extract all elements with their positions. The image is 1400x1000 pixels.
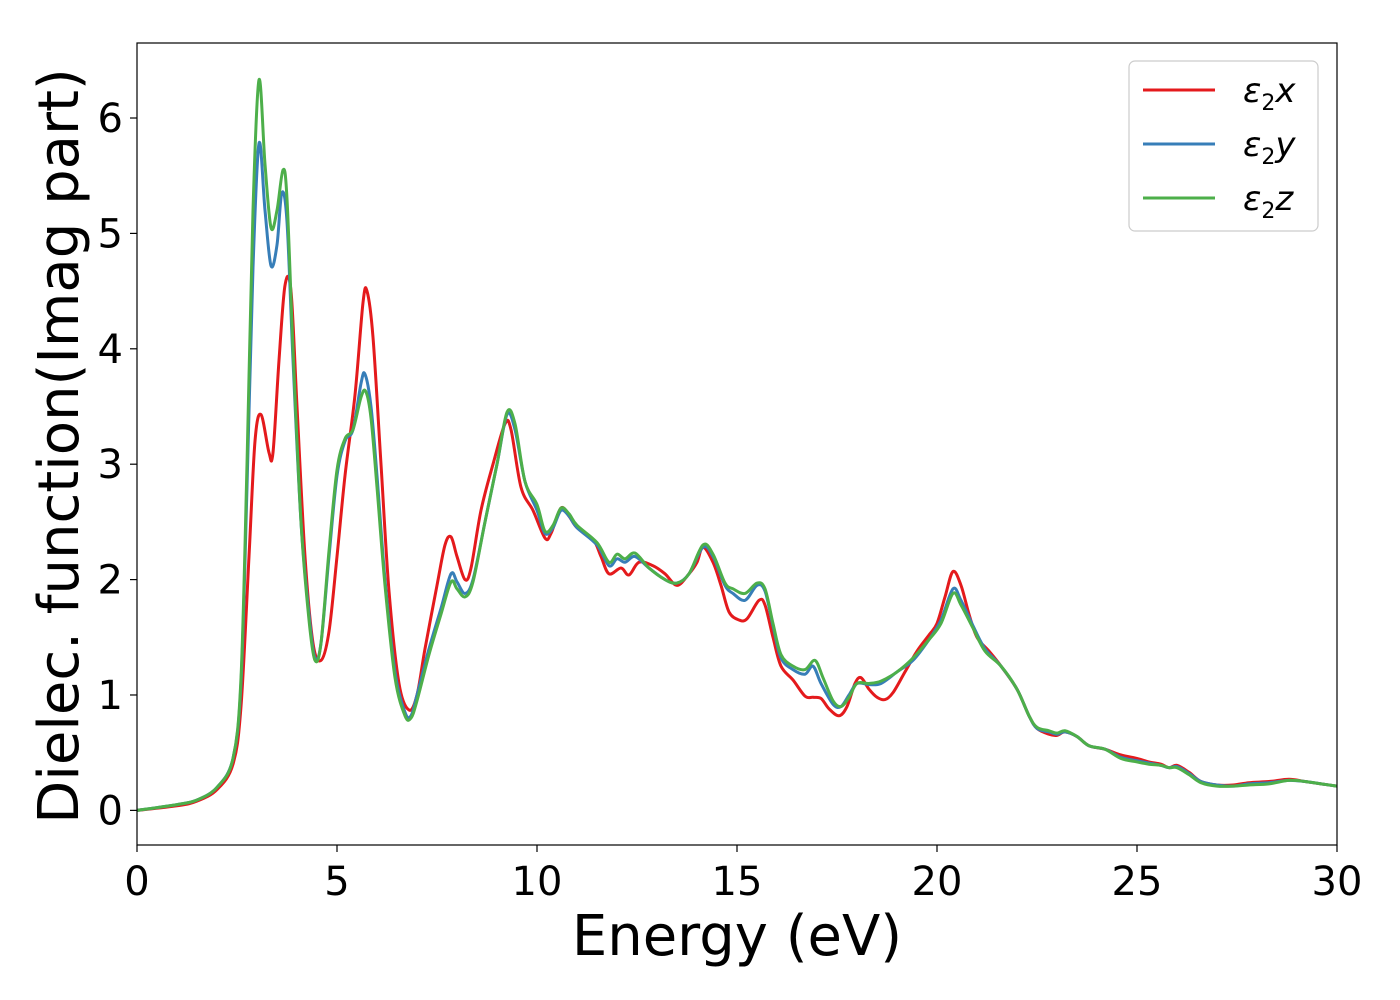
y-tick-label: 5 xyxy=(98,211,123,257)
x-tick-label: 30 xyxy=(1312,859,1363,905)
legend-label-base: ε xyxy=(1243,71,1261,111)
y-axis-title: Dielec. function(Imag part) xyxy=(27,68,92,824)
legend-label-x: ε2x xyxy=(1243,71,1296,116)
legend-label-subscript: 2 xyxy=(1261,91,1275,116)
legend-label-axis: z xyxy=(1274,179,1294,219)
x-axis: 0 5 10 15 20 25 30 xyxy=(124,845,1362,905)
legend-label-base: ε xyxy=(1243,125,1261,165)
legend-label-z: ε2z xyxy=(1243,179,1294,224)
legend-label-subscript: 2 xyxy=(1261,145,1275,170)
series-line-z xyxy=(137,78,1337,812)
legend-label-y: ε2y xyxy=(1243,125,1296,170)
x-tick-label: 15 xyxy=(712,859,763,905)
x-tick-label: 10 xyxy=(512,859,563,905)
legend-label-axis: x xyxy=(1274,71,1296,111)
legend-label-base: ε xyxy=(1243,179,1261,219)
y-tick-label: 1 xyxy=(98,673,123,719)
legend-label-subscript: 2 xyxy=(1261,199,1275,224)
legend-label-axis: y xyxy=(1274,125,1296,165)
y-tick-label: 4 xyxy=(98,327,123,373)
y-tick-label: 6 xyxy=(98,96,123,142)
x-tick-label: 5 xyxy=(324,859,349,905)
x-tick-label: 25 xyxy=(1112,859,1163,905)
y-tick-label: 3 xyxy=(98,442,123,488)
y-tick-label: 2 xyxy=(98,558,123,604)
legend-box xyxy=(1128,60,1319,232)
y-axis: 0 1 2 3 4 5 6 xyxy=(98,96,137,834)
x-axis-title: Energy (eV) xyxy=(572,904,902,969)
x-tick-label: 20 xyxy=(912,859,963,905)
x-tick-label: 0 xyxy=(124,859,149,905)
y-tick-label: 0 xyxy=(98,788,123,834)
